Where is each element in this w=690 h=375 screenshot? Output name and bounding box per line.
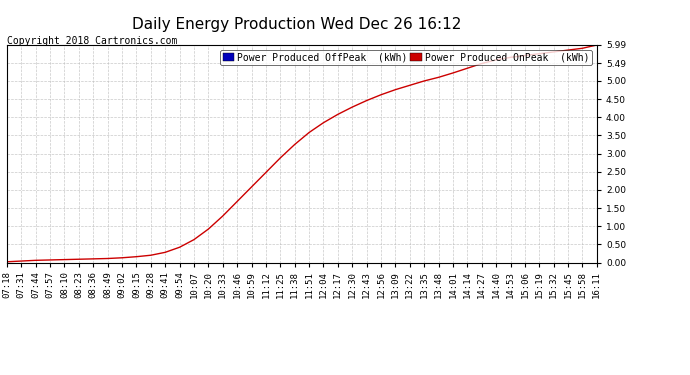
Text: Copyright 2018 Cartronics.com: Copyright 2018 Cartronics.com [7,36,177,46]
Legend: Power Produced OffPeak  (kWh), Power Produced OnPeak  (kWh): Power Produced OffPeak (kWh), Power Prod… [220,50,592,65]
Text: Daily Energy Production Wed Dec 26 16:12: Daily Energy Production Wed Dec 26 16:12 [132,17,462,32]
